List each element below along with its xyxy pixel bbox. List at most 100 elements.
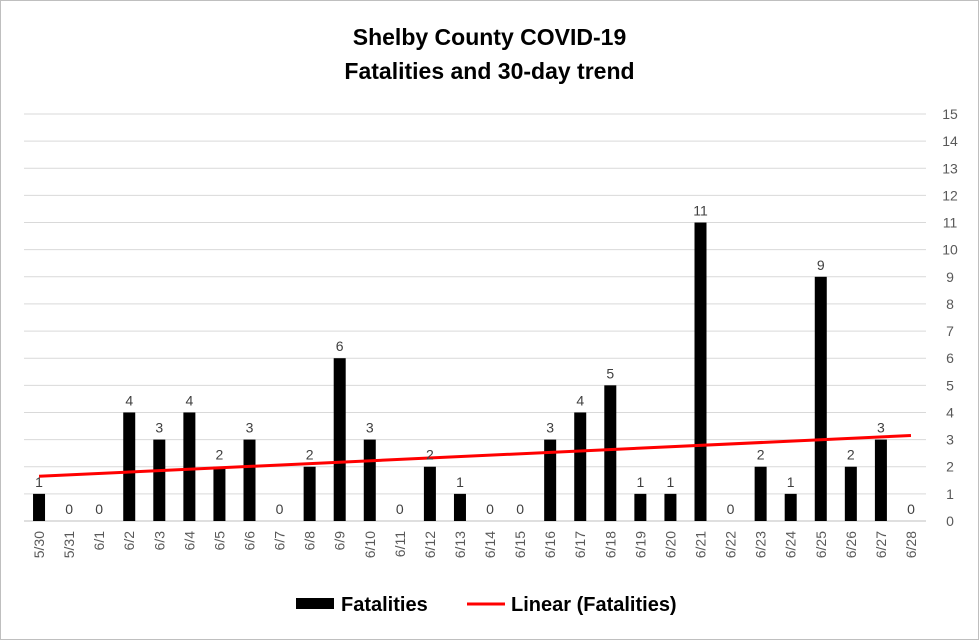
- data-label: 2: [306, 447, 314, 463]
- bar: [544, 439, 557, 521]
- x-tick-label: 6/13: [452, 531, 468, 558]
- y-tick-label: 14: [942, 133, 958, 149]
- legend-swatch-fatalities: [296, 598, 334, 609]
- bar: [123, 412, 136, 521]
- x-tick-label: 6/27: [873, 531, 889, 558]
- bar: [33, 493, 46, 521]
- data-label: 0: [907, 501, 915, 517]
- bar: [754, 466, 767, 521]
- data-label: 1: [787, 474, 795, 490]
- x-tick-label: 6/25: [813, 531, 829, 558]
- x-tick-label: 6/11: [392, 531, 408, 557]
- chart-subtitle: Fatalities and 30-day trend: [344, 58, 635, 84]
- data-label: 1: [456, 474, 464, 490]
- y-tick-label: 9: [946, 269, 954, 285]
- x-tick-label: 6/10: [362, 531, 378, 558]
- x-tick-label: 6/7: [272, 531, 288, 551]
- data-label: 5: [606, 365, 614, 381]
- bar: [874, 439, 887, 521]
- y-tick-label: 0: [946, 513, 954, 529]
- x-tick-label: 6/23: [753, 531, 769, 558]
- data-label: 4: [576, 392, 584, 408]
- bar: [694, 222, 707, 522]
- bar: [664, 493, 677, 521]
- bar: [574, 412, 587, 521]
- bar: [604, 385, 617, 521]
- data-label: 1: [667, 474, 675, 490]
- x-tick-label: 6/26: [843, 531, 859, 558]
- y-tick-label: 13: [942, 160, 958, 176]
- y-tick-label: 10: [942, 242, 958, 258]
- y-tick-label: 3: [946, 432, 954, 448]
- legend-label-fatalities: Fatalities: [341, 594, 428, 616]
- data-label: 3: [877, 420, 885, 436]
- data-label: 4: [185, 392, 193, 408]
- y-tick-label: 6: [946, 350, 954, 366]
- x-tick-label: 5/30: [31, 531, 47, 558]
- x-tick-label: 6/9: [332, 531, 348, 551]
- bar: [153, 439, 166, 521]
- data-label: 0: [95, 501, 103, 517]
- x-tick-label: 5/31: [61, 531, 77, 558]
- x-tick-label: 6/1: [91, 531, 107, 551]
- y-tick-label: 7: [946, 323, 954, 339]
- data-label: 9: [817, 257, 825, 273]
- data-label: 2: [216, 447, 224, 463]
- data-label: 0: [486, 501, 494, 517]
- x-tick-label: 6/5: [211, 531, 227, 551]
- trendline: [38, 434, 912, 478]
- x-tick-label: 6/28: [903, 531, 919, 558]
- data-label: 1: [35, 474, 43, 490]
- x-tick-label: 6/2: [121, 531, 137, 551]
- x-tick-label: 6/4: [181, 531, 197, 551]
- x-tick-label: 6/22: [723, 531, 739, 558]
- data-label: 0: [516, 501, 524, 517]
- bar: [814, 276, 827, 521]
- y-tick-label: 8: [946, 296, 954, 312]
- data-label: 3: [546, 420, 554, 436]
- bar: [784, 493, 797, 521]
- x-tick-label: 6/20: [662, 531, 678, 558]
- bar: [303, 466, 316, 521]
- bar: [243, 439, 256, 521]
- data-label: 2: [426, 447, 434, 463]
- data-label: 0: [65, 501, 73, 517]
- bar: [634, 493, 647, 521]
- x-tick-label: 6/3: [151, 531, 167, 551]
- x-tick-label: 6/15: [512, 531, 528, 558]
- x-tick-label: 6/16: [542, 531, 558, 558]
- y-tick-label: 4: [946, 404, 954, 420]
- x-tick-label: 6/19: [632, 531, 648, 558]
- x-tick-label: 6/8: [302, 531, 318, 551]
- bar: [363, 439, 376, 521]
- x-tick-label: 6/12: [422, 531, 438, 558]
- x-tick-label: 6/17: [572, 531, 588, 558]
- bar: [423, 466, 436, 521]
- bar: [453, 493, 466, 521]
- x-tick-label: 6/21: [693, 531, 709, 558]
- x-tick-label: 6/14: [482, 531, 498, 558]
- data-label: 1: [636, 474, 644, 490]
- data-label: 2: [847, 447, 855, 463]
- x-tick-label: 6/6: [242, 531, 258, 551]
- bar: [333, 358, 346, 521]
- chart-title: Shelby County COVID-19: [352, 24, 627, 50]
- y-tick-label: 1: [946, 486, 954, 502]
- data-label: 3: [366, 420, 374, 436]
- y-tick-label: 5: [946, 377, 954, 393]
- x-tick-label: 6/24: [783, 531, 799, 558]
- data-label: 3: [246, 420, 254, 436]
- y-tick-label: 2: [946, 459, 954, 475]
- legend-label-trend: Linear (Fatalities): [511, 594, 677, 616]
- y-tick-label: 15: [942, 106, 958, 122]
- bar: [213, 466, 226, 521]
- data-label: 0: [727, 501, 735, 517]
- x-tick-label: 6/18: [602, 531, 618, 558]
- bar: [183, 412, 196, 521]
- y-tick-label: 11: [943, 215, 958, 231]
- data-label: 3: [155, 420, 163, 436]
- bar: [844, 466, 857, 521]
- data-label: 0: [276, 501, 284, 517]
- data-label: 2: [757, 447, 765, 463]
